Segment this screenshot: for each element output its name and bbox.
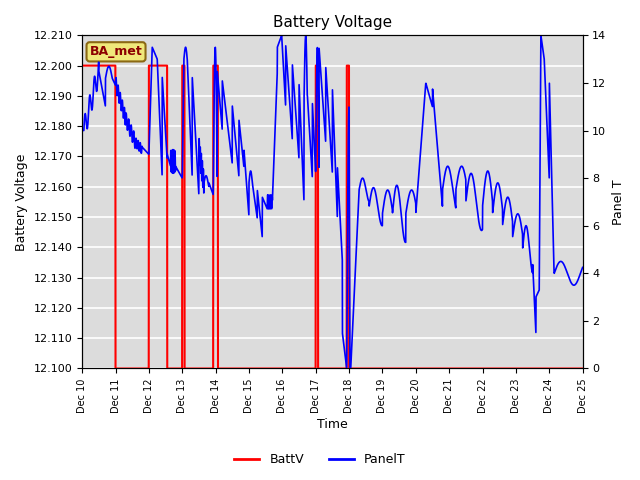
Line: PanelT: PanelT: [82, 36, 582, 369]
PanelT: [515, 213, 523, 219]
PanelT: [78, 128, 86, 133]
Legend: BattV, PanelT: BattV, PanelT: [229, 448, 411, 471]
PanelT: [165, 157, 173, 163]
PanelT: [346, 366, 354, 372]
PanelT: [569, 282, 577, 288]
BattV: [165, 366, 173, 372]
Text: BA_met: BA_met: [90, 45, 143, 59]
PanelT: [579, 264, 586, 270]
BattV: [515, 366, 523, 372]
Title: Battery Voltage: Battery Voltage: [273, 15, 392, 30]
PanelT: [270, 154, 278, 159]
PanelT: [292, 109, 300, 115]
PanelT: [136, 148, 143, 154]
Y-axis label: Panel T: Panel T: [612, 179, 625, 225]
BattV: [292, 366, 300, 372]
BattV: [270, 366, 278, 372]
BattV: [136, 366, 143, 372]
BattV: [112, 366, 120, 372]
Line: BattV: BattV: [82, 66, 582, 369]
Y-axis label: Battery Voltage: Battery Voltage: [15, 153, 28, 251]
PanelT: [302, 33, 310, 38]
BattV: [569, 366, 577, 372]
BattV: [579, 366, 586, 372]
BattV: [78, 63, 86, 69]
X-axis label: Time: Time: [317, 419, 348, 432]
